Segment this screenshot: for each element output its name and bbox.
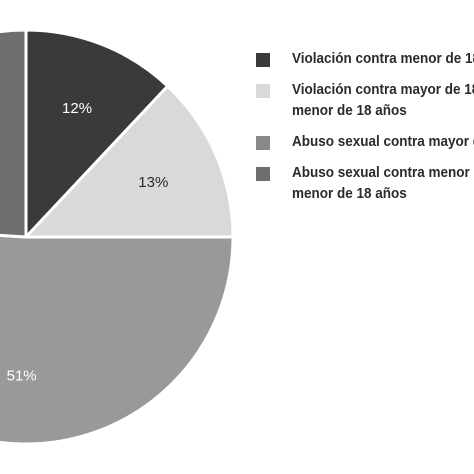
legend-item: Violación contra mayor de 18 años menor … bbox=[256, 79, 474, 121]
legend-item: Violación contra menor de 18 años bbox=[256, 48, 474, 69]
slice-value-label: 51% bbox=[7, 368, 37, 385]
legend-label: Violación contra mayor de 18 años menor … bbox=[292, 81, 474, 119]
legend-label: Abuso sexual contra mayor de 18 años bbox=[292, 133, 474, 150]
pie-slice bbox=[0, 28, 28, 239]
slice-value-label: 13% bbox=[138, 174, 168, 191]
legend-swatch bbox=[256, 53, 270, 67]
legend-item: Abuso sexual contra menor de 18 años men… bbox=[256, 162, 474, 204]
legend-item: Abuso sexual contra mayor de 18 años bbox=[256, 131, 474, 152]
legend-label: Abuso sexual contra menor de 18 años men… bbox=[292, 164, 474, 202]
legend-label: Violación contra menor de 18 años bbox=[292, 50, 474, 67]
pie-slice bbox=[22, 83, 235, 239]
legend-swatch bbox=[256, 84, 270, 98]
slice-value-label: 12% bbox=[62, 100, 92, 117]
legend-swatch bbox=[256, 167, 270, 181]
legend-swatch bbox=[256, 136, 270, 150]
pie-slice bbox=[0, 233, 235, 446]
pie-slice bbox=[24, 28, 170, 241]
chart-legend: Violación contra menor de 18 años Violac… bbox=[256, 48, 474, 214]
